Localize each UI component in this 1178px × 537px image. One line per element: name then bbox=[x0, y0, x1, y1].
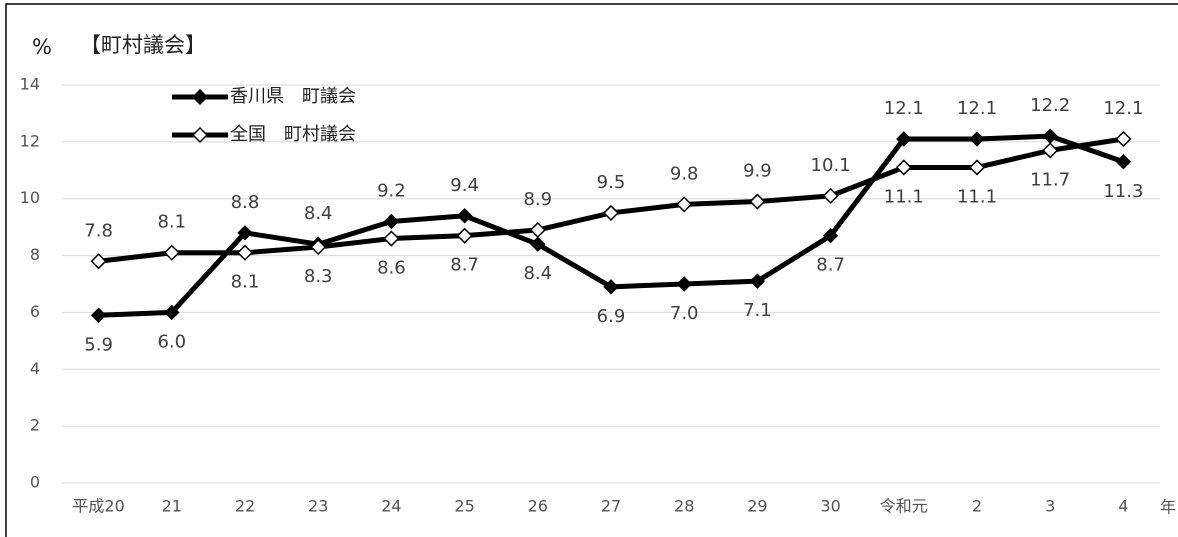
y-tick-label: 4 bbox=[30, 359, 40, 378]
data-label: 8.6 bbox=[377, 258, 406, 279]
point-marker bbox=[163, 244, 180, 261]
data-label: 7.0 bbox=[670, 303, 699, 324]
point-marker bbox=[237, 225, 253, 241]
x-tick-label: 27 bbox=[601, 497, 621, 516]
data-label: 11.1 bbox=[957, 186, 997, 207]
legend-label: 全国 町村議会 bbox=[230, 124, 356, 145]
data-label: 12.2 bbox=[1030, 95, 1070, 116]
point-marker bbox=[1115, 130, 1132, 148]
y-tick-label: 14 bbox=[20, 75, 40, 94]
data-label: 9.9 bbox=[743, 161, 772, 182]
data-label: 10.1 bbox=[811, 155, 851, 176]
data-label: 11.3 bbox=[1103, 181, 1143, 202]
x-tick-label: 平成20 bbox=[72, 497, 124, 516]
y-unit: % bbox=[32, 35, 52, 59]
point-marker bbox=[90, 253, 107, 270]
point-marker bbox=[968, 159, 986, 176]
data-label: 12.1 bbox=[884, 98, 924, 119]
x-tick-label: 23 bbox=[308, 497, 328, 516]
x-tick-label: 29 bbox=[747, 497, 767, 516]
data-label: 11.7 bbox=[1030, 169, 1070, 190]
x-tick-label: 令和元 bbox=[880, 497, 928, 516]
data-label: 8.1 bbox=[157, 212, 186, 233]
point-marker bbox=[456, 208, 473, 224]
point-marker bbox=[749, 273, 766, 289]
point-marker bbox=[676, 276, 692, 292]
point-marker bbox=[749, 193, 766, 210]
data-label: 9.5 bbox=[597, 172, 626, 193]
point-marker bbox=[310, 238, 327, 256]
y-tick-label: 8 bbox=[30, 245, 40, 264]
x-tick-label: 30 bbox=[820, 497, 840, 516]
point-marker bbox=[456, 227, 473, 244]
point-marker bbox=[1042, 142, 1059, 159]
x-tick-label: 24 bbox=[381, 497, 401, 516]
data-label: 7.8 bbox=[84, 220, 113, 241]
data-label: 12.1 bbox=[957, 98, 997, 119]
data-label: 8.4 bbox=[304, 203, 333, 224]
point-marker bbox=[236, 244, 254, 261]
data-label: 9.4 bbox=[450, 175, 479, 196]
legend-label: 香川県 町議会 bbox=[230, 86, 356, 107]
legend-marker bbox=[191, 88, 209, 106]
x-tick-label: 26 bbox=[528, 497, 548, 516]
y-tick-label: 0 bbox=[30, 473, 40, 492]
point-marker bbox=[822, 187, 839, 204]
point-marker bbox=[896, 131, 912, 147]
point-marker bbox=[1042, 128, 1058, 144]
x-tick-label: 2 bbox=[972, 497, 982, 516]
point-marker bbox=[822, 227, 839, 244]
y-tick-label: 2 bbox=[30, 416, 40, 435]
data-label: 7.1 bbox=[743, 300, 772, 321]
x-tick-label: 25 bbox=[454, 497, 474, 516]
data-label: 6.0 bbox=[157, 331, 186, 352]
point-marker bbox=[90, 307, 107, 323]
point-marker bbox=[1115, 154, 1132, 170]
frame bbox=[5, 3, 1178, 537]
data-label: 12.1 bbox=[1103, 98, 1143, 119]
point-marker bbox=[895, 159, 912, 176]
data-label: 8.8 bbox=[231, 192, 260, 213]
data-label: 8.7 bbox=[816, 255, 845, 276]
x-unit: 年 bbox=[1160, 498, 1176, 517]
x-tick-label: 28 bbox=[674, 497, 694, 516]
point-marker bbox=[529, 221, 546, 239]
point-marker bbox=[603, 279, 619, 295]
point-marker bbox=[602, 204, 620, 221]
x-tick-label: 21 bbox=[162, 497, 182, 516]
point-marker bbox=[530, 236, 546, 252]
point-marker bbox=[676, 196, 693, 213]
data-label: 11.1 bbox=[884, 186, 924, 207]
x-tick-label: 4 bbox=[1118, 497, 1128, 516]
legend-marker bbox=[191, 126, 209, 144]
data-label: 8.3 bbox=[304, 266, 333, 287]
y-tick-label: 10 bbox=[20, 188, 40, 207]
chart-title: 【町村議会】 bbox=[80, 33, 206, 57]
x-tick-label: 22 bbox=[235, 497, 255, 516]
y-tick-label: 12 bbox=[20, 131, 40, 150]
point-marker bbox=[164, 304, 180, 321]
point-marker bbox=[969, 131, 985, 147]
data-label: 8.7 bbox=[450, 255, 479, 276]
y-tick-label: 6 bbox=[30, 302, 40, 321]
point-marker bbox=[383, 230, 400, 247]
data-label: 8.1 bbox=[231, 272, 260, 293]
data-label: 8.9 bbox=[523, 189, 552, 210]
point-marker bbox=[383, 213, 400, 230]
data-label: 5.9 bbox=[84, 334, 113, 355]
data-label: 9.8 bbox=[670, 163, 699, 184]
data-label: 9.2 bbox=[377, 180, 406, 201]
x-tick-label: 3 bbox=[1045, 497, 1055, 516]
data-label: 8.4 bbox=[523, 263, 552, 284]
data-label: 6.9 bbox=[597, 306, 626, 327]
